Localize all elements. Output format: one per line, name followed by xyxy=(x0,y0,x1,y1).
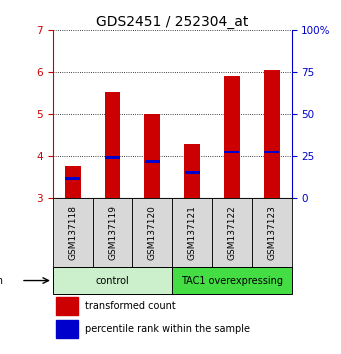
Bar xyxy=(132,198,172,267)
Bar xyxy=(93,198,132,267)
Bar xyxy=(212,198,252,267)
Text: GSM137119: GSM137119 xyxy=(108,205,117,260)
Bar xyxy=(145,160,160,163)
Bar xyxy=(53,267,172,294)
Text: percentile rank within the sample: percentile rank within the sample xyxy=(85,324,250,334)
Bar xyxy=(56,320,78,338)
Bar xyxy=(184,171,200,174)
Text: control: control xyxy=(96,275,129,286)
Text: strain: strain xyxy=(0,275,3,286)
Bar xyxy=(252,198,292,267)
Bar xyxy=(105,92,120,198)
Text: transformed count: transformed count xyxy=(85,301,176,311)
Text: TAC1 overexpressing: TAC1 overexpressing xyxy=(181,275,283,286)
Bar xyxy=(264,150,279,154)
Bar xyxy=(53,198,93,267)
Bar xyxy=(65,166,81,198)
Bar xyxy=(65,177,80,179)
Bar xyxy=(264,70,280,198)
Bar xyxy=(224,150,239,154)
Text: GSM137123: GSM137123 xyxy=(267,205,276,260)
Text: GSM137118: GSM137118 xyxy=(68,205,77,260)
Text: GSM137122: GSM137122 xyxy=(227,205,236,260)
Text: GSM137121: GSM137121 xyxy=(188,205,197,260)
Bar xyxy=(172,267,292,294)
Bar xyxy=(184,144,200,198)
Text: GSM137120: GSM137120 xyxy=(148,205,157,260)
Bar xyxy=(172,198,212,267)
Bar xyxy=(144,114,160,198)
Bar xyxy=(105,156,120,159)
Title: GDS2451 / 252304_at: GDS2451 / 252304_at xyxy=(96,15,248,29)
Bar xyxy=(224,76,240,198)
Bar xyxy=(56,297,78,315)
